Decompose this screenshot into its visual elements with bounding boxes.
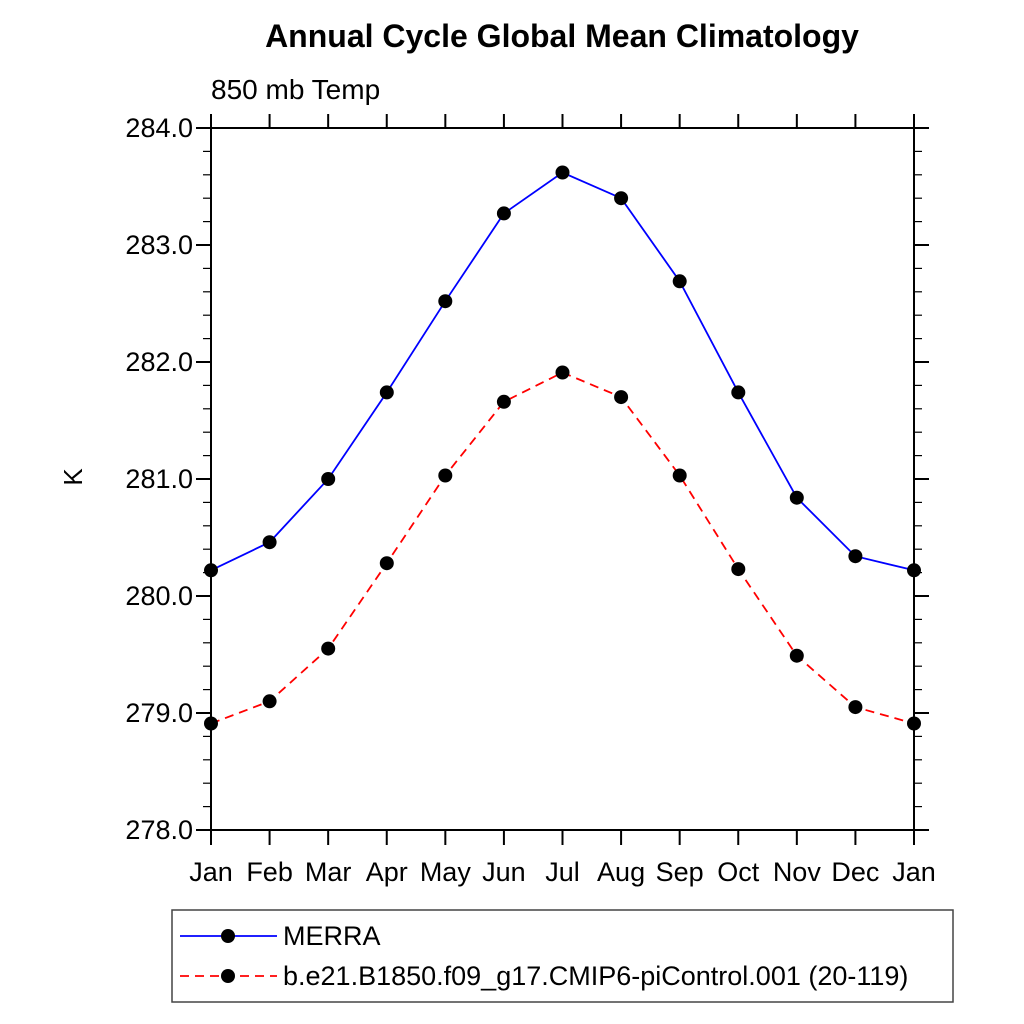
data-point-marker <box>672 468 687 483</box>
x-tick-label: Oct <box>717 857 760 887</box>
y-axis-label: K <box>58 468 88 486</box>
data-point-marker <box>379 385 394 400</box>
y-tick-label: 278.0 <box>125 815 193 845</box>
x-tick-label: Feb <box>246 857 293 887</box>
data-point-marker <box>614 191 629 206</box>
legend-row-picontrol: b.e21.B1850.f09_g17.CMIP6-piControl.001 … <box>180 961 908 991</box>
chart-subtitle: 850 mb Temp <box>211 74 380 105</box>
x-tick-label: Mar <box>305 857 352 887</box>
data-point-marker <box>438 294 453 309</box>
data-point-marker <box>555 365 570 380</box>
plot-frame <box>210 127 915 831</box>
data-point-marker <box>731 385 746 400</box>
data-point-marker <box>848 549 863 564</box>
y-tick-label: 280.0 <box>125 581 193 611</box>
x-tick-label: Jun <box>482 857 526 887</box>
legend-box <box>171 909 954 1003</box>
x-tick-label: Sep <box>656 857 704 887</box>
series-layer <box>204 165 921 731</box>
x-tick-label: Jul <box>545 857 580 887</box>
data-point-marker <box>321 641 336 656</box>
data-point-marker <box>731 562 746 577</box>
x-tick-label: Aug <box>597 857 645 887</box>
x-axis: Jan Feb Mar Apr May Jun Jul Aug Sep Oct Nov Dec Jan <box>189 114 936 887</box>
data-point-marker <box>321 472 336 486</box>
x-tick-label: Apr <box>366 857 408 887</box>
legend-merra-label: MERRA <box>283 921 381 951</box>
data-point-marker <box>789 648 804 663</box>
data-point-marker <box>555 165 570 180</box>
y-tick-label: 284.0 <box>125 113 193 143</box>
data-point-marker <box>379 556 394 571</box>
x-tick-label: Nov <box>773 857 822 887</box>
y-tick-label: 282.0 <box>125 347 193 377</box>
data-point-marker <box>438 468 453 483</box>
data-point-marker <box>672 274 687 289</box>
legend-picontrol-marker <box>221 969 235 983</box>
data-point-marker <box>262 535 277 550</box>
x-tick-label: Jan <box>892 857 936 887</box>
chart-title: Annual Cycle Global Mean Climatology <box>265 18 859 54</box>
x-tick-label: May <box>420 857 472 887</box>
data-point-marker <box>848 700 863 715</box>
data-point-marker <box>262 694 277 709</box>
x-tick-label: Dec <box>831 857 879 887</box>
data-point-marker <box>789 490 804 505</box>
legend-merra-marker <box>221 929 235 943</box>
y-tick-label: 279.0 <box>125 698 193 728</box>
y-tick-label: 281.0 <box>125 464 193 494</box>
series-line-1 <box>210 371 915 725</box>
data-point-marker <box>614 390 629 405</box>
legend: MERRA b.e21.B1850.f09_g17.CMIP6-piContro… <box>171 909 954 1003</box>
data-point-marker <box>496 394 511 409</box>
x-tick-label: Jan <box>189 857 233 887</box>
data-point-marker <box>496 206 511 221</box>
legend-row-merra: MERRA <box>180 921 381 951</box>
y-tick-label: 283.0 <box>125 230 193 260</box>
legend-picontrol-label: b.e21.B1850.f09_g17.CMIP6-piControl.001 … <box>283 961 908 991</box>
y-axis: 278.0 279.0 280.0 281.0 282.0 283.0 284.0 <box>125 113 929 845</box>
